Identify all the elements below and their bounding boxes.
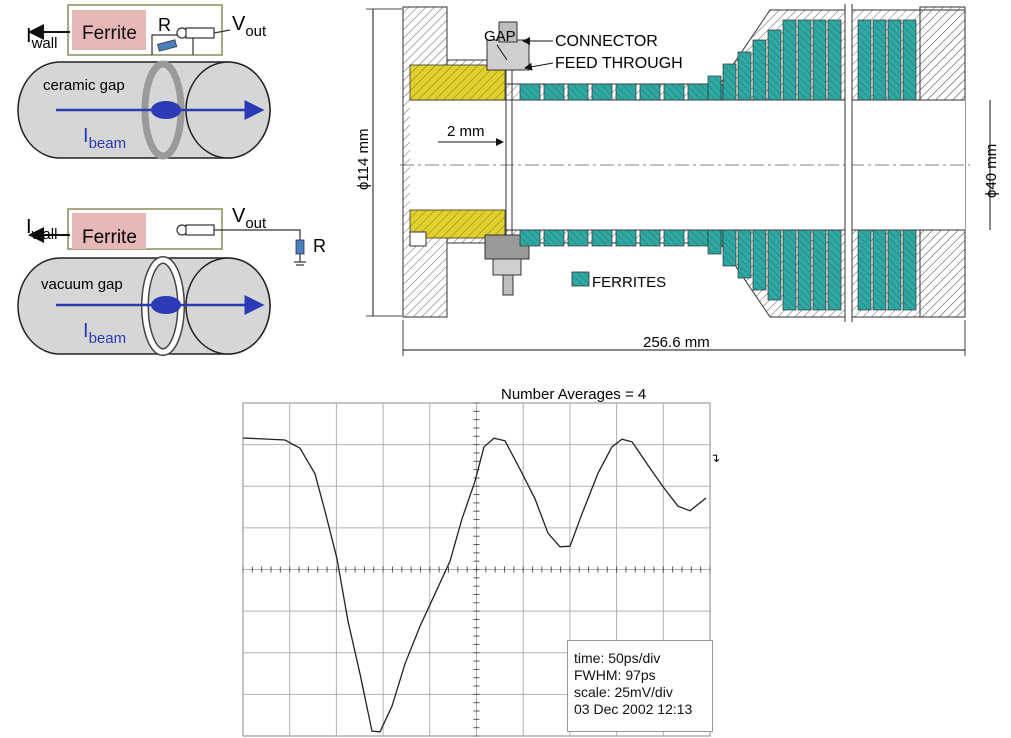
vacuum-gap-schematic: Ferrite R Vout Iwall vacuum gap Ibeam (17, 205, 326, 356)
vout-label: Vout (232, 205, 267, 232)
ferrite-block (639, 229, 661, 247)
ceramic-gap-schematic: Ferrite R Vout Iwall ceramic gap Ibeam (17, 4, 271, 160)
ferrite-block (707, 75, 722, 101)
info-line: FWHM: 97ps (574, 667, 656, 683)
ferrite-block (872, 19, 887, 101)
ferrite-block (887, 19, 902, 101)
vout-label: Vout (232, 13, 267, 40)
ferrite-block (857, 229, 872, 311)
ferrite-block (615, 229, 637, 247)
iwall-label: Iwall (26, 216, 57, 243)
info-line: time: 50ps/div (574, 650, 661, 666)
resistor-icon (295, 239, 305, 255)
ferrite-block (615, 83, 637, 101)
feedthrough-text: FEED THROUGH (555, 55, 683, 72)
info-line: scale: 25mV/div (574, 684, 673, 700)
ferrite-label: Ferrite (82, 23, 137, 44)
ferrite-block (737, 51, 752, 101)
inner-diameter-text: ϕ40 mm (983, 144, 1000, 198)
ferrite-block (827, 229, 842, 311)
ferrite-block (519, 229, 541, 247)
ferrite-stacks (519, 19, 917, 311)
ferrite-block (812, 19, 827, 101)
ferrite-block (663, 229, 685, 247)
ferrite-label: Ferrite (82, 227, 137, 248)
ferrite-block (767, 229, 782, 301)
ferrite-block (737, 229, 752, 279)
ferrite-block (797, 229, 812, 311)
ferrite-block (687, 229, 709, 247)
ibeam-label: Ibeam (83, 125, 126, 152)
gap-label: ceramic gap (43, 77, 125, 94)
ferrite-block (827, 19, 842, 101)
ferrite-block (543, 83, 565, 101)
gap-text: GAP (484, 28, 516, 45)
trigger-marker-icon: ↴ (710, 451, 720, 465)
averages-text: Number Averages = 4 (501, 386, 646, 403)
ferrite-block (857, 19, 872, 101)
beam-bunch (151, 296, 181, 314)
ferrite-block (767, 29, 782, 101)
length-text: 256.6 mm (643, 334, 710, 351)
waveform-trace (242, 437, 707, 733)
ferrite-block (591, 83, 613, 101)
ferrite-block (797, 19, 812, 101)
iwall-label: Iwall (26, 25, 57, 52)
drawing-annotations: GAP CONNECTOR FEED THROUGH 2 mm ϕ114 mm … (355, 8, 1000, 356)
ferrite-block (722, 229, 737, 267)
ferrite-block (812, 229, 827, 311)
ferrite-block (591, 229, 613, 247)
outer-diameter-text: ϕ114 mm (355, 129, 372, 190)
info-line: 03 Dec 2002 12:13 (574, 701, 693, 717)
ferrite-block (567, 229, 589, 247)
ferrite-frame (67, 4, 223, 56)
ferrite-block (782, 19, 797, 101)
ferrite-block (902, 19, 917, 101)
ceramic-upper (409, 64, 506, 101)
scope-info-box: time: 50ps/div FWHM: 97ps scale: 25mV/di… (567, 640, 713, 732)
ferrite-block (567, 83, 589, 101)
ferrite-block (872, 229, 887, 311)
ferrite-block (782, 229, 797, 311)
scope-grid (242, 402, 711, 737)
r-label: R (313, 236, 326, 256)
ferrite-block (722, 63, 737, 101)
gap-label: vacuum gap (41, 276, 123, 293)
ferrite-legend-text: FERRITES (592, 274, 666, 291)
ferrite-block (902, 229, 917, 311)
ferrite-block (72, 213, 146, 249)
ferrite-block (639, 83, 661, 101)
ferrite-block (687, 83, 709, 101)
ferrite-block (887, 229, 902, 311)
ibeam-label: Ibeam (83, 320, 126, 347)
r-label: R (158, 15, 171, 35)
resistor-icon (157, 39, 178, 52)
ferrite-legend-swatch (571, 271, 590, 287)
beam-bunch (151, 101, 181, 119)
gap-width-text: 2 mm (447, 123, 485, 140)
ferrite-block (752, 39, 767, 101)
ferrite-block (519, 83, 541, 101)
connector-text: CONNECTOR (555, 33, 658, 50)
ferrite-block (663, 83, 685, 101)
ferrite-block (707, 229, 722, 255)
ferrite-block (752, 229, 767, 291)
ferrite-block (543, 229, 565, 247)
ferrite-block (72, 10, 146, 50)
